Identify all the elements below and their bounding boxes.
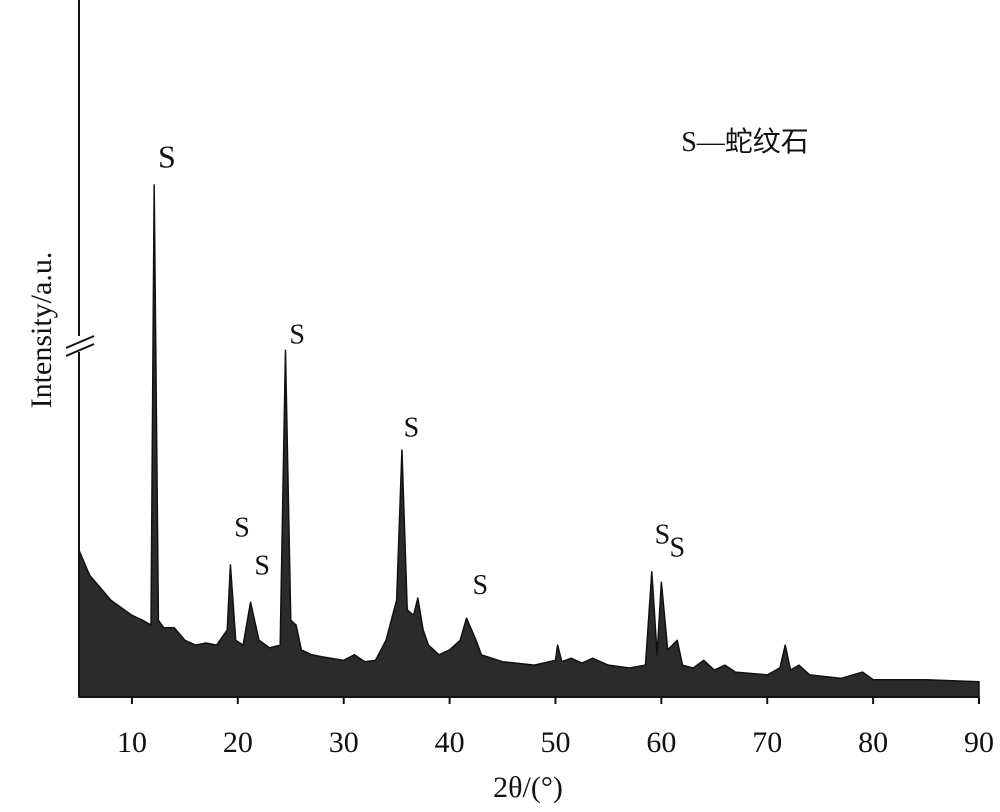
annotation: S xyxy=(289,320,305,351)
x-tick-label: 10 xyxy=(117,726,147,759)
annotation: S xyxy=(158,138,176,174)
axis-break-line xyxy=(65,343,95,357)
annotation: S xyxy=(473,570,489,601)
x-axis-label: 2θ/(°) xyxy=(493,771,563,804)
axis-break xyxy=(65,335,95,357)
annotation: S xyxy=(254,551,270,582)
annotation: S xyxy=(234,513,250,544)
x-tick-label: 40 xyxy=(435,726,465,759)
y-axis-label: Intensity/a.u. xyxy=(25,252,58,409)
x-tick-label: 80 xyxy=(858,726,888,759)
x-tick-label: 30 xyxy=(329,726,359,759)
x-tick-label: 70 xyxy=(752,726,782,759)
x-tick-label: 50 xyxy=(540,726,570,759)
xrd-pattern xyxy=(78,184,980,698)
annotation: S xyxy=(404,412,420,443)
annotation: S xyxy=(669,533,685,564)
annotation: S—蛇纹石 xyxy=(681,126,809,158)
x-tick-label: 60 xyxy=(646,726,676,759)
x-tick-label: 90 xyxy=(964,726,994,759)
annotation: S xyxy=(655,520,671,551)
x-tick-label: 20 xyxy=(223,726,253,759)
axis-break-line xyxy=(65,335,95,349)
